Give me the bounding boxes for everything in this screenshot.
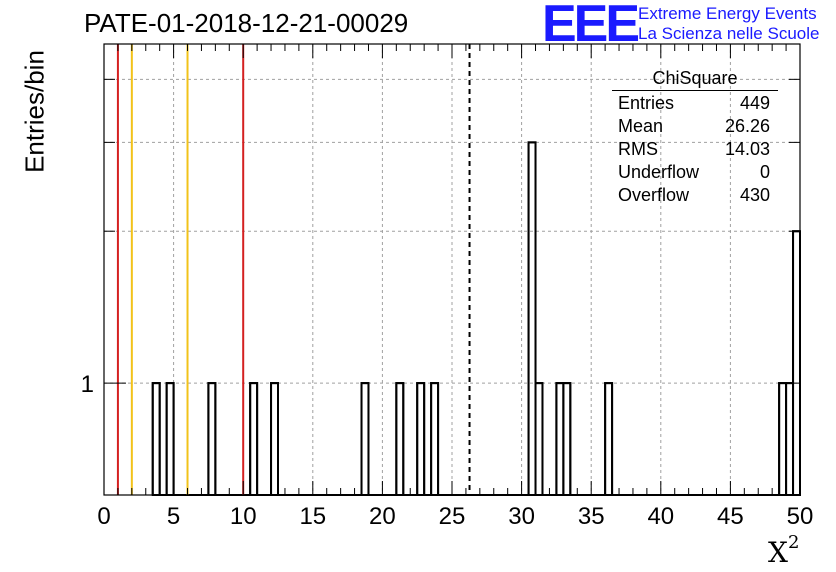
y-tick-label: 1 (81, 371, 94, 398)
x-tick-label: 35 (578, 503, 605, 530)
histogram-bin (151, 382, 161, 496)
stats-value: 449 (739, 93, 770, 113)
stats-row-underflow: Underflow 0 (612, 161, 778, 184)
stats-row-entries: Entries 449 (612, 92, 778, 115)
x-tick-label: 45 (717, 503, 744, 530)
stats-row-overflow: Overflow 430 (612, 184, 778, 207)
x-tick-label: 20 (369, 503, 396, 530)
histogram-bin (604, 382, 614, 496)
stats-value: 0 (759, 162, 770, 182)
stats-label: RMS (618, 139, 658, 159)
axis-ticks (103, 44, 801, 495)
plot-title: PATE-01-2018-12-21-00029 (84, 8, 409, 38)
marker-lines (116, 44, 471, 495)
stats-value: 14.03 (724, 139, 770, 159)
y-axis-label: Entries/bin (19, 50, 50, 173)
histogram-bin (395, 382, 405, 496)
histogram-bin (527, 141, 537, 497)
logo-text-line1: Extreme Energy Events (638, 4, 817, 23)
histogram-bin (555, 382, 565, 496)
histogram-bin (270, 382, 280, 496)
histogram-bin (792, 230, 801, 496)
stats-row-rms: RMS 14.03 (612, 138, 778, 161)
x-tick-label: 15 (299, 503, 326, 530)
histogram-bin (785, 382, 795, 496)
x-tick-label: 40 (647, 503, 674, 530)
stats-row-mean: Mean 26.26 (612, 115, 778, 138)
stats-label: Entries (618, 93, 675, 113)
x-tick-label: 30 (508, 503, 535, 530)
eee-logo: EEE (542, 0, 640, 53)
stats-value: 26.26 (724, 116, 770, 136)
x-axis-label-superscript: 2 (787, 532, 800, 553)
stats-title: ChiSquare (612, 68, 778, 91)
histogram-bin (562, 382, 572, 496)
stats-label: Overflow (618, 185, 690, 205)
stats-box: ChiSquare Entries 449 Mean 26.26 RMS 14.03 … (612, 68, 778, 207)
x-tick-label: 5 (167, 503, 180, 530)
histogram-bin (534, 382, 544, 496)
x-tick-label: 25 (439, 503, 466, 530)
grid-lines (104, 44, 800, 495)
x-axis-label: X2 (768, 532, 799, 569)
histogram-bin (416, 382, 426, 496)
x-axis-label-base: X (768, 536, 788, 569)
stats-label: Mean (618, 116, 664, 136)
x-tick-label: 0 (97, 503, 110, 530)
x-tick-label: 50 (787, 503, 814, 530)
stats-label: Underflow (618, 162, 700, 182)
histogram-bin (778, 382, 788, 496)
histogram-bin (165, 382, 175, 496)
logo-text-line2: La Scienza nelle Scuole (638, 24, 820, 43)
axis-tick-labels: 0 5 10 15 20 25 30 35 40 45 50 1 (81, 371, 814, 530)
stats-value: 430 (739, 185, 770, 205)
x-tick-label: 10 (230, 503, 257, 530)
histogram-bin (249, 382, 259, 496)
histogram-bin (430, 382, 440, 496)
histogram-bin (207, 382, 217, 496)
histogram-bin (360, 382, 370, 496)
